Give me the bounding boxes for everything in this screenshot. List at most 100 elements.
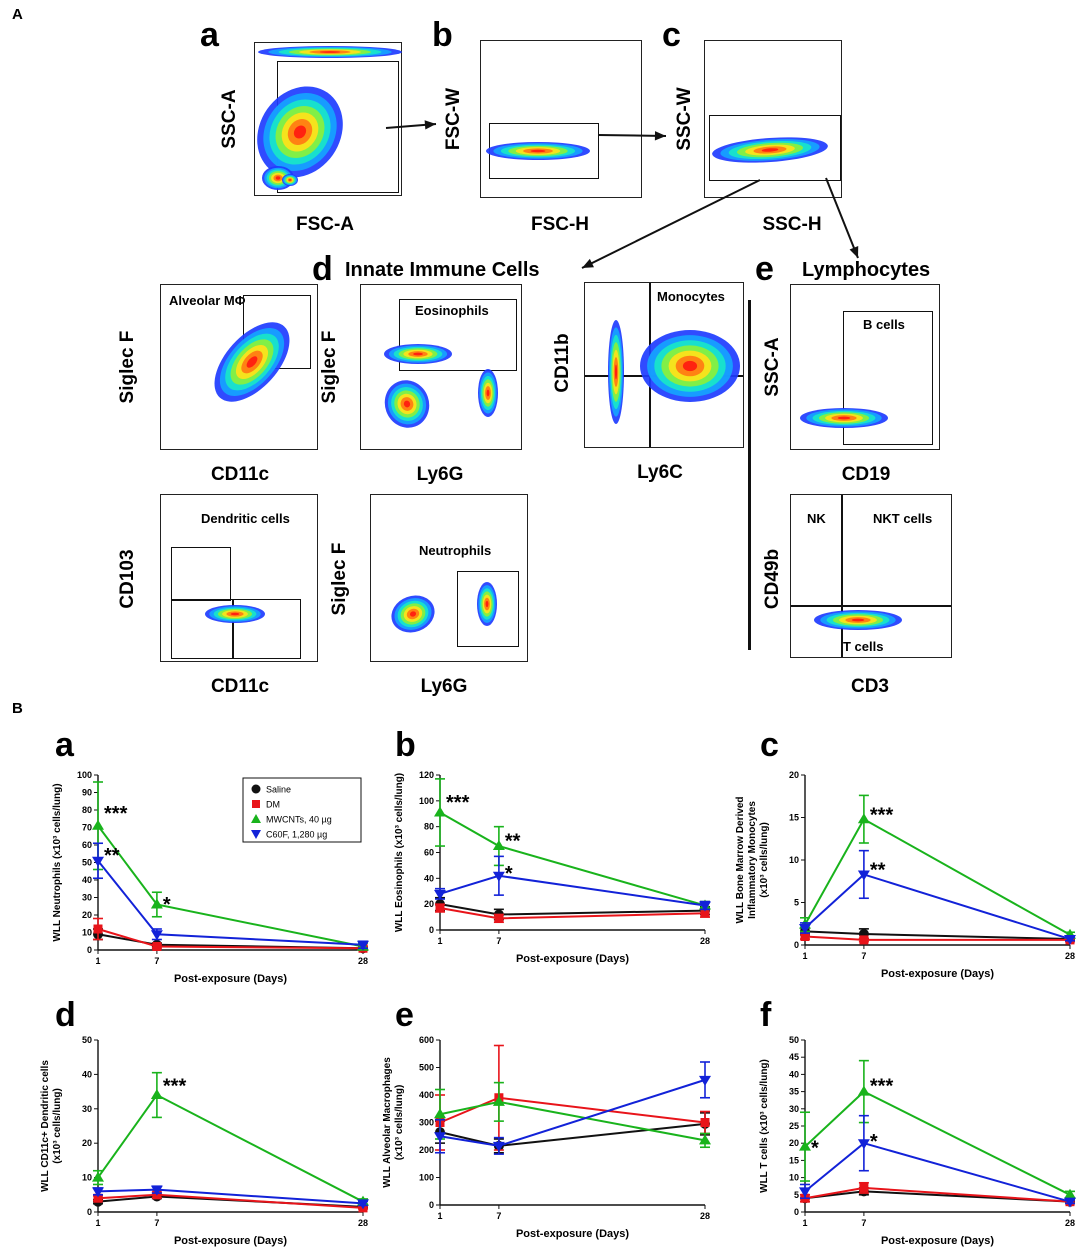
point-marker: [857, 1139, 870, 1150]
density-ring: [230, 612, 240, 616]
density-ring: [682, 360, 698, 372]
y-tick-label: 0: [429, 1200, 434, 1210]
point-marker: [434, 1132, 446, 1143]
y-axis-title: (x10³ cells/lung): [759, 822, 770, 898]
panel-letter: f: [760, 996, 772, 1034]
arrow-head: [654, 131, 666, 141]
x-tick-label: 7: [861, 1218, 866, 1228]
point-marker: [92, 1171, 104, 1182]
flow-arrow: [581, 179, 761, 269]
significance-mark: *: [870, 1131, 878, 1153]
point-marker: [434, 889, 446, 900]
flow-arrow: [825, 177, 859, 259]
x-tick-label: 1: [95, 956, 100, 966]
legend-label: C60F, 1,280 µg: [266, 830, 327, 840]
line-chart-d: d 0 10 20 30 40 50 1 7 28 Post-exposure (Days) WLL …: [40, 996, 369, 1247]
y-tick-label: 30: [789, 1104, 799, 1114]
y-axis-title: WLL Neutrophils (x10³ cells/lung): [52, 783, 63, 941]
significance-mark: *: [163, 894, 171, 916]
x-axis-label: SSC-H: [762, 214, 822, 235]
y-tick-label: 5: [794, 1190, 799, 1200]
y-tick-label: 0: [87, 945, 92, 955]
density-blob: [258, 46, 402, 58]
x-axis-label: CD3: [850, 676, 889, 697]
y-tick-label: 50: [82, 1035, 92, 1045]
y-tick-label: 35: [789, 1087, 799, 1097]
point-marker: [700, 1118, 710, 1127]
y-tick-label: 60: [424, 848, 434, 858]
series-line: [97, 1093, 364, 1203]
gate-label: Eosinophils: [415, 303, 489, 318]
y-tick-label: 40: [424, 873, 434, 883]
line-chart-e: e 0 100 200 300 400 500 600 1 7 28 Post-exposure (D…: [382, 996, 711, 1240]
gate-box: [233, 599, 301, 659]
density-blob: [384, 344, 452, 364]
y-tick-label: 30: [82, 893, 92, 903]
y-axis-title: (x10³ cells/lung): [52, 1088, 63, 1164]
section-b-label: B: [12, 700, 23, 717]
point-marker: [700, 908, 710, 918]
section-a-label: A: [12, 6, 23, 23]
point-marker: [492, 1095, 505, 1106]
x-tick-label: 28: [700, 1211, 710, 1221]
density-blob: [608, 320, 624, 424]
y-axis-title: (x10³ cells/lung): [394, 1085, 405, 1161]
point-marker: [799, 1187, 811, 1198]
y-tick-label: 80: [82, 805, 92, 815]
y-tick-label: 90: [82, 788, 92, 798]
point-marker: [150, 930, 163, 941]
arrow-head: [582, 258, 594, 268]
point-marker: [859, 1183, 869, 1193]
legend: Saline DM MWCNTs, 40 µg C60F, 1,280 µg: [242, 777, 362, 843]
point-marker: [800, 932, 810, 941]
panel-b-letter: b: [432, 16, 453, 54]
point-marker: [92, 819, 104, 830]
density-ring: [288, 179, 292, 181]
y-axis-title: Inflammatory Monocytes: [747, 801, 758, 919]
x-tick-label: 1: [437, 936, 442, 946]
point-marker: [492, 1141, 505, 1152]
point-marker: [92, 1187, 104, 1198]
x-tick-label: 28: [358, 956, 368, 966]
panel-letter: a: [55, 726, 75, 764]
y-tick-label: 120: [419, 770, 434, 780]
point-marker: [152, 942, 162, 951]
point-marker: [1064, 1197, 1076, 1208]
x-axis-label: Ly6G: [416, 464, 464, 485]
series-line: [439, 874, 706, 907]
series-line: [97, 825, 364, 948]
density-blob: [384, 380, 430, 428]
x-tick-label: 7: [496, 1211, 501, 1221]
arrow-head: [424, 120, 436, 130]
density-ring: [761, 148, 779, 152]
significance-mark: ***: [104, 803, 128, 825]
y-tick-label: 20: [789, 770, 799, 780]
line-chart-b: b 0 20 40 60 80 100 120 1 7 28 Post-exposure (Days)…: [394, 726, 711, 965]
x-axis-label: Ly6C: [637, 462, 683, 483]
flow-plot-ssch-sscw: [704, 40, 842, 198]
x-axis-label: CD19: [841, 464, 891, 485]
point-marker: [494, 913, 504, 923]
density-blob: [214, 322, 290, 402]
point-marker: [357, 940, 369, 951]
density-blob: [478, 369, 498, 417]
point-marker: [859, 935, 869, 945]
legend-label: MWCNTs, 40 µg: [266, 815, 332, 825]
gate-label: Dendritic cells: [201, 511, 290, 526]
y-tick-label: 10: [789, 1173, 799, 1183]
panel-c-letter: c: [662, 16, 681, 54]
gate-label: B cells: [863, 317, 905, 332]
x-axis-label: FSC-H: [530, 214, 590, 235]
significance-mark: ***: [870, 1076, 894, 1098]
y-tick-label: 10: [789, 855, 799, 865]
y-tick-label: 600: [419, 1035, 434, 1045]
x-axis-label: FSC-A: [295, 214, 355, 235]
density-blob: [477, 582, 497, 626]
y-axis-title: WLL CD11c+ Dendritic cells: [40, 1060, 51, 1192]
x-axis-title: Post-exposure (Days): [516, 953, 629, 965]
series-line: [804, 817, 1071, 936]
point-marker: [150, 898, 163, 909]
x-tick-label: 1: [802, 951, 807, 961]
point-marker: [435, 903, 445, 913]
y-axis-title: WLL Eosinophils (x10³ cells/lung): [394, 773, 405, 932]
